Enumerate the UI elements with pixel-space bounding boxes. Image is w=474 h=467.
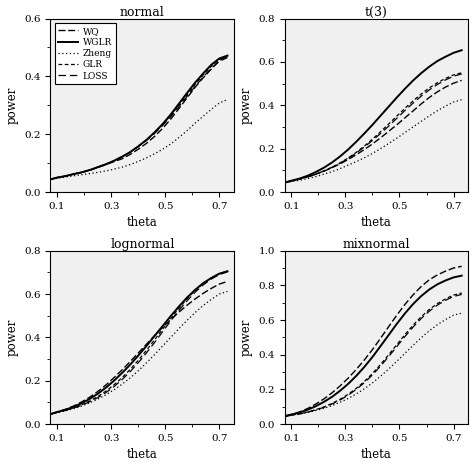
Y-axis label: power: power (240, 319, 253, 356)
Y-axis label: power: power (240, 86, 253, 124)
X-axis label: theta: theta (361, 216, 392, 229)
Legend: WQ, WGLR, Zheng, GLR, LOSS: WQ, WGLR, Zheng, GLR, LOSS (55, 23, 116, 85)
Title: t(3): t(3) (365, 6, 388, 19)
Title: normal: normal (120, 6, 164, 19)
X-axis label: theta: theta (127, 216, 158, 229)
X-axis label: theta: theta (361, 448, 392, 461)
Y-axis label: power: power (6, 319, 18, 356)
Title: mixnormal: mixnormal (343, 238, 410, 251)
Title: lognormal: lognormal (110, 238, 174, 251)
X-axis label: theta: theta (127, 448, 158, 461)
Y-axis label: power: power (6, 86, 18, 124)
